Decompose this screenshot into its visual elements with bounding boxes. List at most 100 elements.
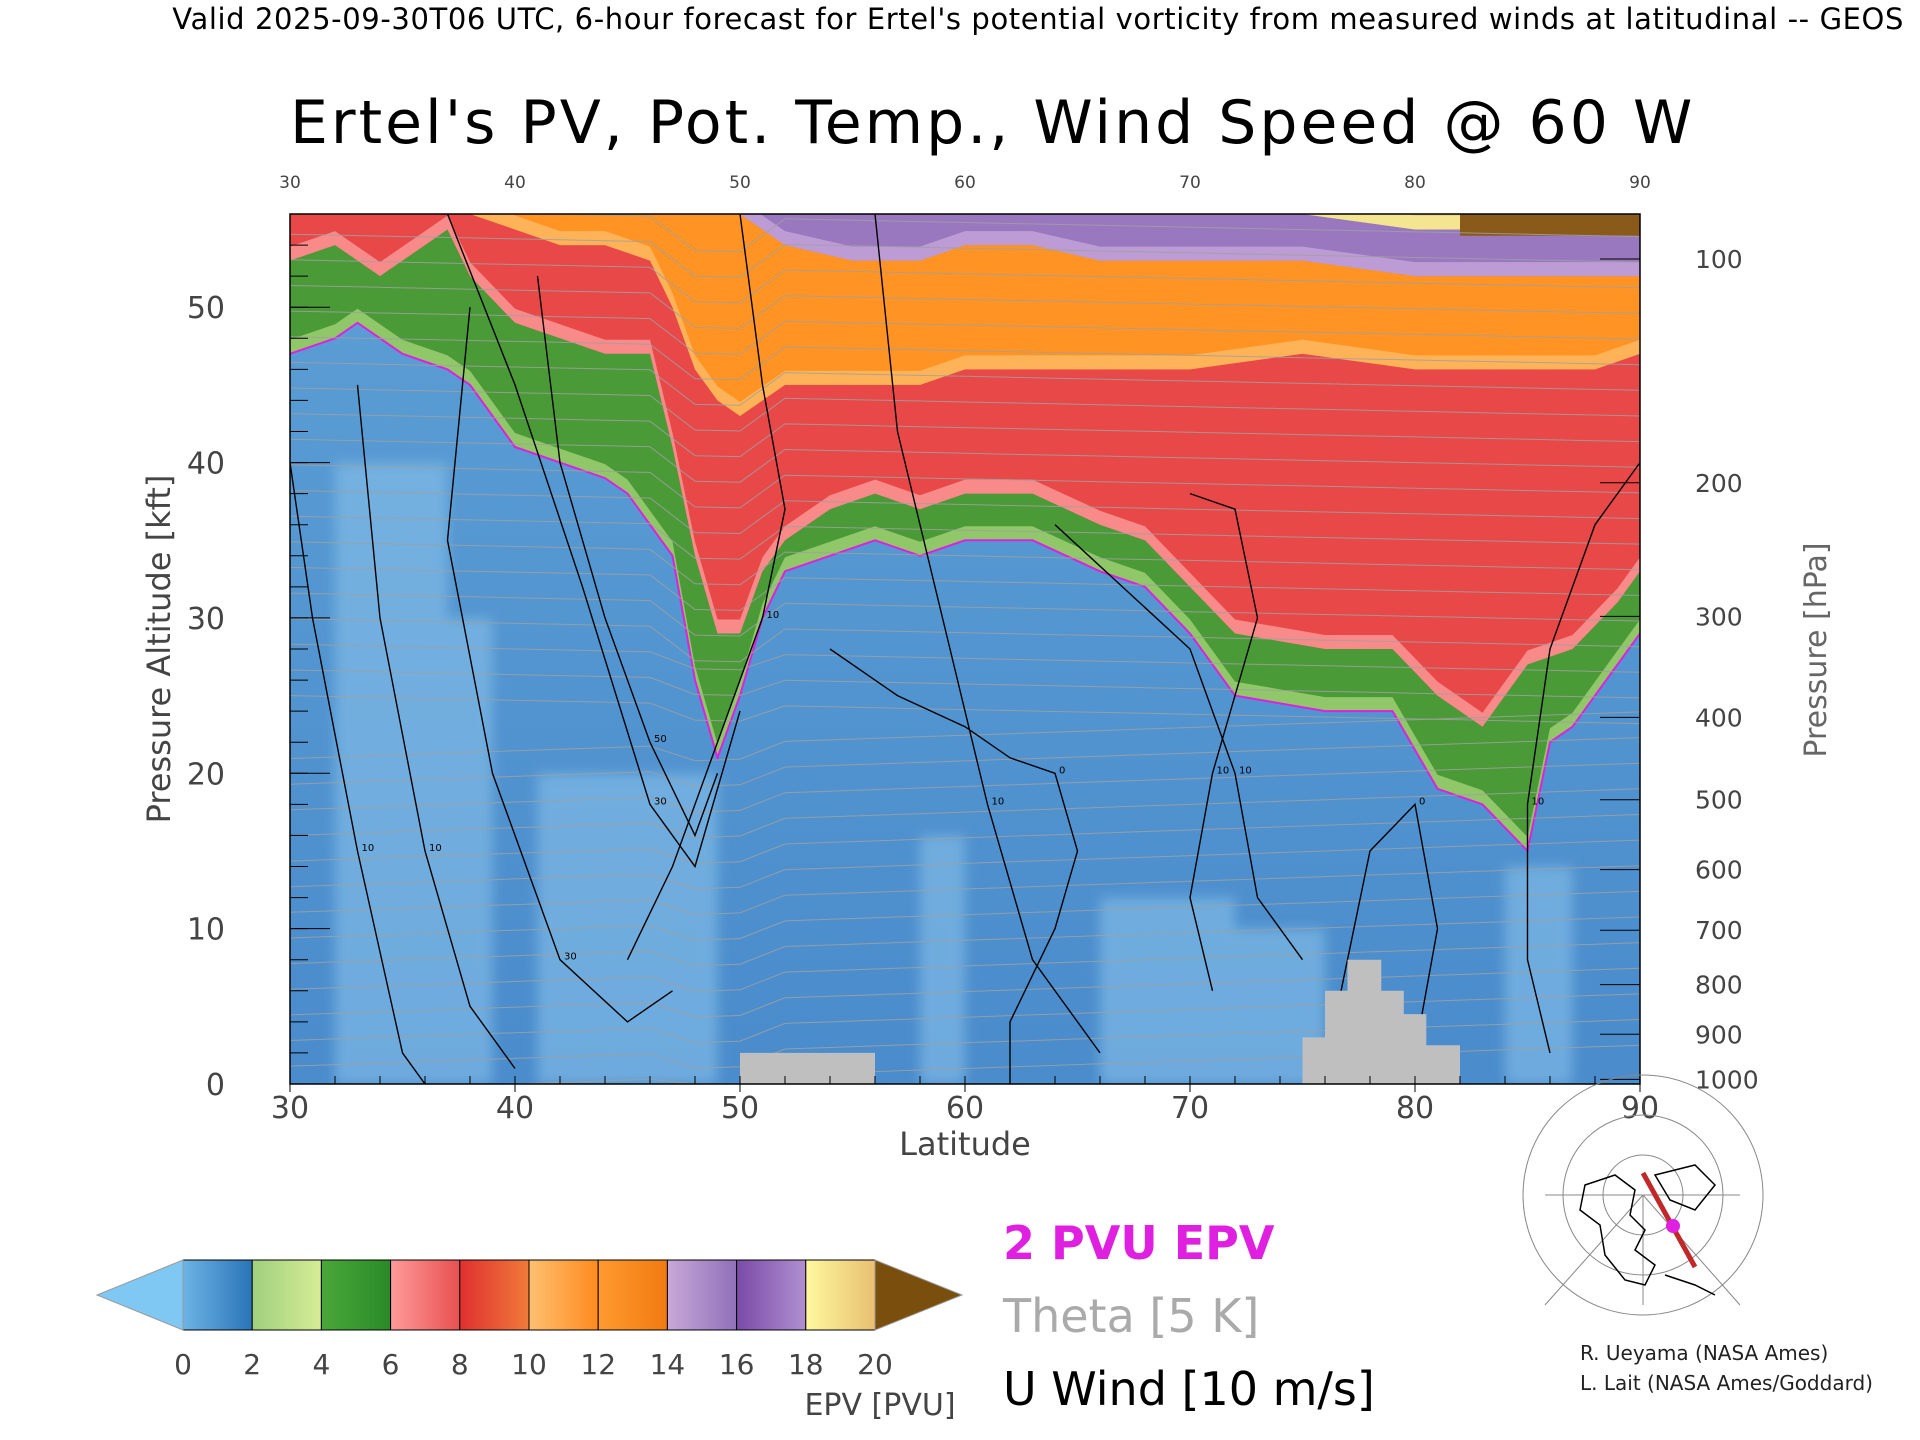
credits: R. Ueyama (NASA Ames) L. Lait (NASA Ames…: [1580, 1338, 1873, 1398]
colorbar-segment: [459, 1259, 530, 1331]
colorbar-segment: [320, 1259, 392, 1331]
colorbar-tick-label: 4: [312, 1348, 330, 1381]
chart-title: Ertel's PV, Pot. Temp., Wind Speed @ 60 …: [290, 88, 1696, 158]
x-tick-label: 80: [1396, 1091, 1434, 1126]
x-axis-label: Latitude: [899, 1125, 1031, 1163]
pressure-tick-label: 600: [1695, 856, 1743, 885]
epv-texture: [335, 462, 1573, 1084]
colorbar-tick-label: 18: [788, 1348, 824, 1381]
pressure-tick-label: 1000: [1695, 1065, 1759, 1094]
u-wind-contour-label: 0: [1419, 796, 1425, 807]
colorbar-tick-label: 16: [719, 1348, 755, 1381]
u-wind-contour-label: 10: [767, 610, 780, 621]
pressure-tick-label: 400: [1695, 703, 1743, 732]
epv-texture-streak: [920, 835, 965, 1084]
theta-contour: [290, 214, 1640, 253]
theta-contour: [290, 490, 1640, 535]
epv-band-3: [290, 214, 1640, 416]
y-tick-label: 30: [187, 602, 225, 637]
u-wind-contour: [1526, 462, 1640, 1054]
theta-contour: [290, 464, 1640, 509]
u-wind-contour-label: 30: [564, 952, 577, 963]
u-wind-contour-label: 10: [992, 796, 1005, 807]
theta-contour: [290, 592, 1640, 637]
u-wind-contour: [536, 276, 719, 838]
y-tick-label: 40: [187, 447, 225, 482]
x-top-tick-label: 50: [729, 173, 751, 193]
u-wind-contour-label: 10: [1217, 765, 1230, 776]
u-wind-contour: [829, 648, 1079, 1084]
theta-contour: [290, 967, 1640, 1018]
theta-contour: [290, 233, 1640, 278]
theta-contour: [290, 541, 1640, 586]
u-wind-contour-label: 10: [362, 843, 375, 854]
y-tick-label: 0: [206, 1068, 225, 1103]
u-wind-contour-label: 50: [654, 734, 667, 745]
terrain-block: [740, 1052, 875, 1084]
x-top-tick-label: 90: [1629, 173, 1651, 193]
x-top-tick-label: 80: [1404, 173, 1426, 193]
theta-contour: [290, 711, 1640, 762]
credit-line: R. Ueyama (NASA Ames): [1580, 1341, 1829, 1365]
colorbar-label: EPV [PVU]: [804, 1388, 955, 1423]
colorbar-under-arrow: [95, 1259, 184, 1331]
u-wind-contour: [446, 307, 673, 1023]
colorbar-tick-label: 10: [511, 1348, 547, 1381]
colorbar-segment: [528, 1259, 599, 1331]
x-top-tick-label: 60: [954, 173, 976, 193]
pressure-tick-label: 300: [1695, 602, 1743, 631]
theta-contour: [290, 259, 1640, 304]
colorbar-segment: [666, 1259, 738, 1331]
theta-contour: [290, 336, 1640, 381]
theta-contour: [290, 890, 1640, 941]
u-wind-contour: [1324, 802, 1439, 1069]
u-wind-contour: [356, 384, 516, 1069]
locator-map-icon: [1522, 1074, 1764, 1316]
colorbar-segment: [805, 1259, 876, 1331]
theta-contour: [290, 669, 1640, 699]
colorbar-segment: [736, 1259, 807, 1331]
y-tick-label: 10: [187, 913, 225, 948]
legend-pvu: 2 PVU EPV: [1003, 1216, 1275, 1270]
x-tick-label: 50: [721, 1091, 759, 1126]
u-wind-contour: [626, 214, 786, 961]
pressure-tick-label: 200: [1695, 469, 1743, 498]
colorbar-tick-label: 20: [857, 1348, 893, 1381]
legend-wind: U Wind [10 m/s]: [1003, 1362, 1375, 1416]
theta-contour: [290, 916, 1640, 967]
terrain-block: [1302, 959, 1460, 1084]
epv-texture-streak: [425, 617, 493, 1084]
pvu2-contour: [290, 321, 1640, 854]
colorbar-segment: [251, 1259, 322, 1331]
x-top-tick-label: 40: [504, 173, 526, 193]
u-wind-contours: 10 10 30 50 30 10 10 0 10 10 10 0: [290, 214, 1640, 1084]
pressure-tick-label: 800: [1695, 971, 1743, 1000]
u-wind-contour: [1189, 492, 1259, 991]
epv-over-band: [1460, 214, 1640, 236]
pressure-tick-label: 100: [1695, 245, 1743, 274]
theta-contour: [290, 413, 1640, 458]
y-tick-label: 50: [187, 291, 225, 326]
x-tick-label: 30: [271, 1091, 309, 1126]
u-wind-contour: [874, 214, 1101, 1054]
u-wind-contour-label: 10: [429, 843, 442, 854]
forecast-caption: Valid 2025-09-30T06 UTC, 6-hour forecast…: [172, 2, 1904, 36]
pressure-tick-label: 900: [1695, 1020, 1743, 1049]
theta-contour: [290, 942, 1640, 992]
pressure-tick-label: 500: [1695, 786, 1743, 815]
u-wind-contour-label: 30: [654, 796, 667, 807]
theta-contour: [290, 814, 1640, 864]
u-wind-contour: [1054, 524, 1304, 961]
x-tick-label: 70: [1171, 1091, 1209, 1126]
x-top-tick-label: 70: [1179, 173, 1201, 193]
x-tick-label: 60: [946, 1091, 984, 1126]
theta-contour: [290, 618, 1640, 663]
x-tick-label: 40: [496, 1091, 534, 1126]
colorbar-tick-label: 8: [451, 1348, 469, 1381]
colorbar-tick-label: 0: [174, 1348, 192, 1381]
pressure-axis-label: Pressure [hPa]: [1799, 542, 1834, 757]
epv-texture-streak: [1100, 897, 1235, 1084]
u-wind-contour-label: 10: [1532, 796, 1545, 807]
colorbar-tick-label: 2: [243, 1348, 261, 1381]
